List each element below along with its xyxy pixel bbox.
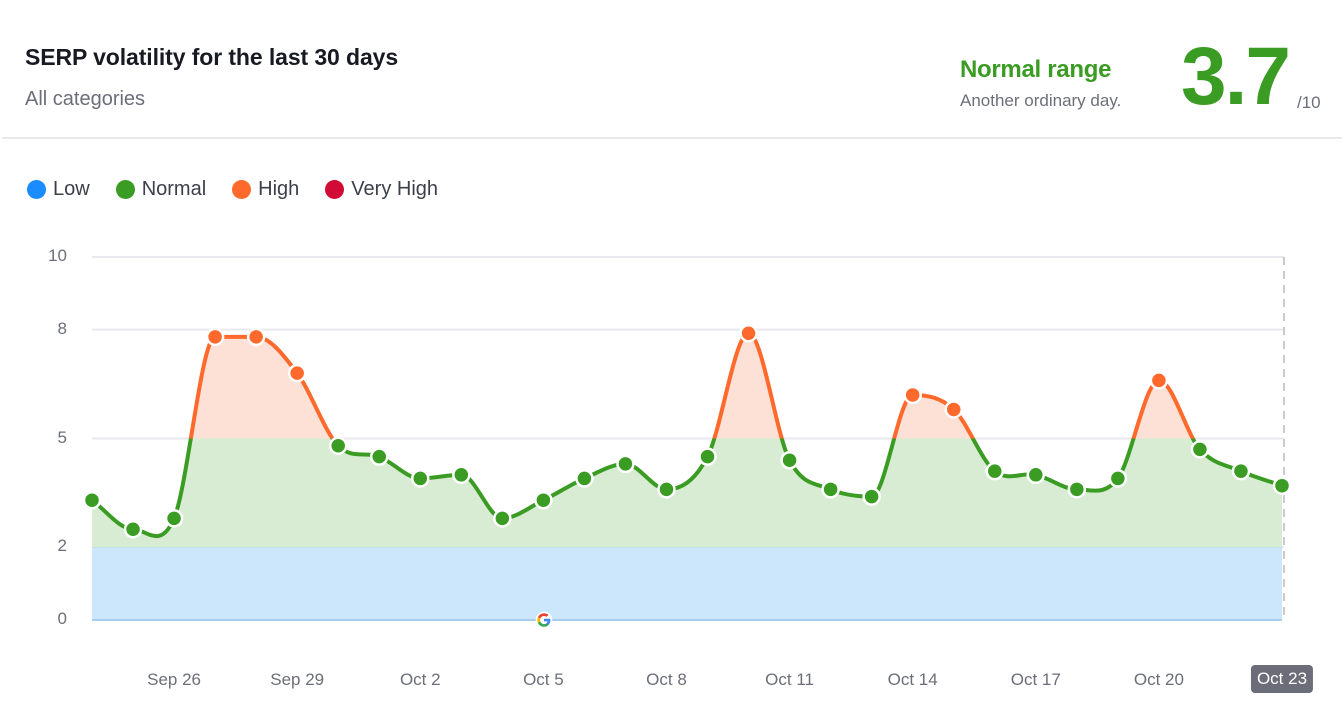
google-update-icon[interactable]	[535, 611, 553, 629]
normal-area	[92, 438, 1282, 548]
legend-label: Very High	[351, 178, 439, 200]
very-high-dot-icon	[325, 180, 345, 199]
header-divider	[2, 137, 1342, 139]
low-dot-icon	[27, 180, 46, 199]
category-label: All categories	[25, 88, 146, 110]
volatility-line	[188, 331, 1196, 439]
data-point[interactable]	[205, 327, 225, 347]
data-point[interactable]	[328, 436, 348, 456]
x-tick-label: Oct 8	[646, 670, 687, 689]
data-point[interactable]	[821, 480, 840, 499]
legend-item-high[interactable]: High	[232, 178, 299, 201]
data-point[interactable]	[246, 327, 266, 347]
data-point[interactable]	[985, 461, 1005, 481]
high-dot-icon	[232, 180, 252, 199]
data-point[interactable]	[287, 363, 307, 383]
legend-label: Normal	[141, 178, 207, 200]
x-tick-label: Sep 29	[270, 670, 325, 689]
data-point[interactable]	[780, 451, 799, 470]
y-tick-label: 10	[48, 246, 67, 265]
data-point[interactable]	[657, 480, 676, 499]
page-title: SERP volatility for the last 30 days	[25, 44, 399, 70]
data-point[interactable]	[1149, 371, 1169, 390]
data-point[interactable]	[575, 469, 594, 488]
x-tick-label: Oct 20	[1133, 670, 1184, 689]
x-tick-label: Oct 2	[399, 670, 441, 689]
y-tick-label: 5	[57, 427, 67, 447]
x-tick-label: Oct 17	[1010, 670, 1061, 689]
y-tick-label: 2	[57, 536, 67, 556]
status-description: Another ordinary day.	[960, 91, 1122, 110]
data-point[interactable]	[82, 490, 102, 510]
score-max: /10	[1297, 93, 1321, 112]
legend-item-normal[interactable]: Normal	[115, 178, 207, 201]
legend-item-very-high[interactable]: Very High	[325, 178, 438, 201]
data-point[interactable]	[164, 509, 184, 528]
data-point[interactable]	[1231, 461, 1251, 481]
x-tick-label: Sep 26	[147, 670, 202, 689]
chart-legend: Low Normal High Very High	[27, 178, 464, 201]
x-tick-label-active: Oct 23	[1250, 665, 1314, 693]
y-tick-label: 8	[57, 318, 67, 338]
x-tick-label: Oct 5	[523, 670, 564, 689]
data-point[interactable]	[616, 454, 635, 474]
high-area	[190, 333, 1193, 439]
data-point[interactable]	[944, 400, 963, 419]
x-tick-label: Oct 14	[887, 670, 938, 689]
widget-header: SERP volatility for the last 30 days All…	[0, 0, 1344, 139]
data-point[interactable]	[903, 385, 922, 405]
data-point[interactable]	[1067, 480, 1087, 499]
legend-label: High	[258, 178, 300, 200]
data-point[interactable]	[862, 487, 881, 506]
data-point[interactable]	[369, 447, 389, 466]
low-band	[92, 547, 1282, 620]
data-point[interactable]	[698, 447, 717, 466]
legend-label: Low	[53, 178, 90, 200]
data-point[interactable]	[1190, 440, 1210, 459]
data-point[interactable]	[1026, 465, 1046, 485]
data-point[interactable]	[534, 490, 553, 510]
status-label: Normal range	[960, 56, 1112, 83]
legend-item-low[interactable]: Low	[27, 178, 90, 201]
data-point[interactable]	[123, 520, 143, 539]
normal-dot-icon	[115, 180, 135, 199]
data-point[interactable]	[411, 469, 430, 488]
data-point[interactable]	[739, 323, 758, 343]
data-point[interactable]	[452, 465, 471, 485]
data-point[interactable]	[1108, 469, 1128, 488]
data-point[interactable]	[1272, 476, 1292, 495]
data-point[interactable]	[493, 509, 512, 528]
volatility-score: 3.7	[1181, 31, 1291, 122]
y-tick-label: 0	[57, 609, 67, 628]
x-tick-label: Oct 11	[765, 670, 814, 689]
